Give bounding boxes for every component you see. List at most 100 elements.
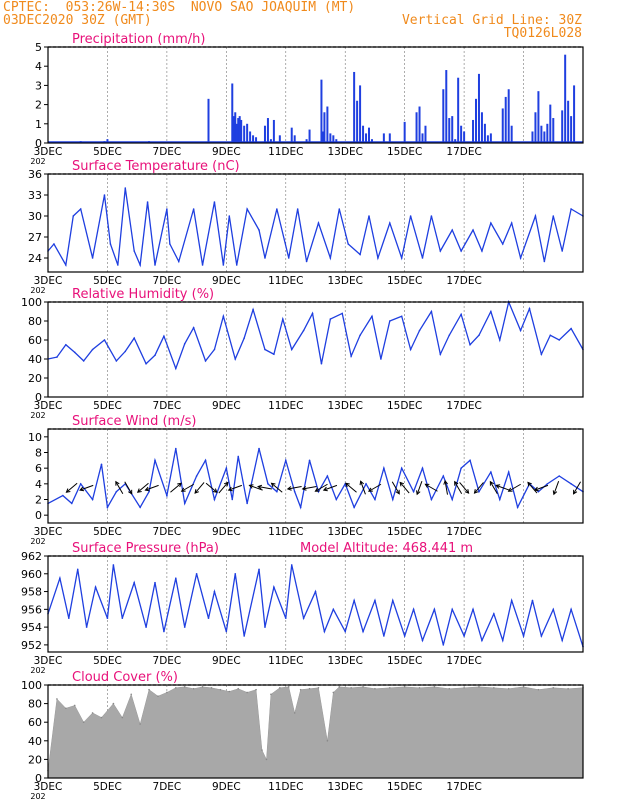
cloud-point <box>279 686 281 689</box>
wind-arrow-head <box>573 489 578 495</box>
series-point <box>109 243 112 245</box>
series-point <box>490 310 492 313</box>
series-point <box>213 498 216 501</box>
wind-arrow <box>115 480 124 495</box>
precip-bar <box>255 137 258 143</box>
x-tick-label: 7DEC <box>153 400 182 412</box>
wind-arrow <box>170 482 182 493</box>
wind-arrow-head <box>223 481 229 487</box>
cloud-point <box>552 686 555 689</box>
precip-bar <box>382 133 385 143</box>
precip-bar <box>489 133 492 143</box>
wind-arrow-shaft <box>345 482 357 493</box>
cloud-point <box>567 687 569 690</box>
series-point <box>290 348 293 351</box>
y-tick-label: 962 <box>21 550 42 563</box>
series-point <box>391 498 394 501</box>
x-tick-label: 3DEC <box>34 655 63 667</box>
wind-arrow <box>136 482 149 493</box>
series-point <box>439 353 442 356</box>
x-tick-label: 5DEC <box>93 400 122 412</box>
series-point <box>85 626 88 628</box>
series-point <box>148 490 150 493</box>
series-point <box>323 630 326 633</box>
precip-bar <box>320 79 323 143</box>
wind-arrow-shaft <box>508 483 521 492</box>
x-tick-label: 11DEC <box>268 146 303 158</box>
series-point <box>403 635 406 637</box>
x-tick-label: 9DEC <box>212 526 241 538</box>
series-point <box>421 639 424 642</box>
precip-bar <box>207 98 210 143</box>
series-point <box>225 467 228 469</box>
series-point <box>133 337 135 339</box>
series-point <box>510 222 513 224</box>
x-tick-label: 5DEC <box>93 146 122 158</box>
wind-arrow-head <box>136 488 142 493</box>
wind-arrow-head <box>552 490 558 496</box>
wind-arrow <box>270 482 283 493</box>
series-point <box>400 257 403 259</box>
wind-arrow-head <box>367 487 373 492</box>
precip-bar <box>567 100 570 143</box>
cloud-point <box>433 686 436 688</box>
wind-arrow <box>227 484 242 492</box>
series-point <box>365 483 367 485</box>
series-point <box>353 506 355 509</box>
cloud-point <box>183 686 186 688</box>
precip-bar <box>365 133 368 143</box>
wind-arrow <box>314 483 328 492</box>
series-point <box>103 339 106 341</box>
precip-bar <box>235 123 238 143</box>
precip-bar <box>368 127 370 143</box>
wind-arrow <box>527 481 538 494</box>
y-tick-label: 2 <box>35 99 42 112</box>
series-point <box>442 475 445 477</box>
year-mark: 202 <box>30 537 45 546</box>
series-point <box>195 572 198 575</box>
precip-bar <box>451 116 454 143</box>
wind-arrow-shaft <box>66 482 78 493</box>
series-point <box>371 315 373 318</box>
series-point <box>341 312 344 315</box>
cloud-point <box>308 687 311 690</box>
series-point <box>73 351 76 354</box>
y-tick-label: 40 <box>28 735 42 748</box>
cloud-point <box>91 712 94 714</box>
series-point <box>412 608 415 611</box>
wind-arrow-shaft <box>534 484 549 491</box>
x-tick-label: 9DEC <box>212 146 241 158</box>
cloud-point <box>148 688 150 691</box>
y-tick-label: 20 <box>28 753 42 766</box>
y-tick-label: 4 <box>35 60 42 73</box>
series-point <box>76 568 79 571</box>
series-point <box>490 471 492 473</box>
series-point <box>540 353 543 356</box>
precip-bar <box>335 139 338 143</box>
series-line <box>47 299 584 371</box>
series-point <box>418 329 421 332</box>
cloud-point <box>463 686 465 689</box>
wind-arrow-head <box>270 482 276 488</box>
series-point <box>439 250 442 252</box>
series-point <box>94 586 97 588</box>
precip-bar <box>332 135 335 143</box>
series-point <box>507 471 510 473</box>
x-tick-label: 7DEC <box>153 526 182 538</box>
x-tick-label: 15DEC <box>387 146 422 158</box>
cloud-point <box>73 704 76 707</box>
series-point <box>430 215 433 217</box>
series-point <box>207 617 210 620</box>
precip-bar <box>552 118 555 143</box>
wind-arrow <box>180 483 195 492</box>
wind-arrow-shaft <box>287 486 302 490</box>
series-point <box>481 250 483 252</box>
series-point <box>234 358 237 360</box>
series-point <box>383 635 385 637</box>
y-tick-label: 0 <box>35 509 42 522</box>
series-point <box>192 208 195 210</box>
wind-arrow <box>301 486 317 491</box>
series-point <box>124 350 127 353</box>
wind-arrow-head <box>65 488 71 493</box>
wind-arrow-head <box>507 487 513 492</box>
